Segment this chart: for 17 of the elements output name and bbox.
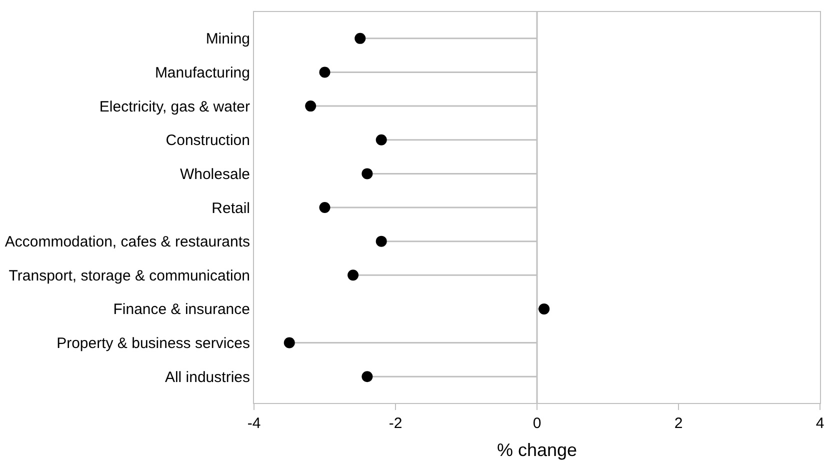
y-tick-label: Construction	[166, 132, 250, 150]
y-tick-label: Mining	[206, 30, 250, 48]
x-tick-label: -2	[388, 415, 402, 432]
y-tick-label: Wholesale	[180, 166, 250, 183]
y-tick-label: Transport, storage & communication	[8, 267, 250, 284]
y-tick-label: Property & business services	[56, 335, 250, 352]
y-tick-label: Finance & insurance	[113, 301, 250, 318]
x-tick-label: 2	[674, 415, 683, 432]
x-tick-label: -4	[247, 415, 261, 432]
y-tick-label: Retail	[212, 200, 250, 217]
y-tick-label: Accommodation, cafes & restaurants	[4, 234, 250, 251]
y-tick-label: Electricity, gas & water	[99, 98, 250, 116]
y-tick-label: Manufacturing	[154, 64, 250, 82]
x-axis-title: % change	[496, 440, 578, 460]
x-tick-label: 0	[532, 415, 542, 432]
x-tick-label: 4	[816, 415, 824, 432]
y-tick-label: All industries	[164, 368, 250, 386]
